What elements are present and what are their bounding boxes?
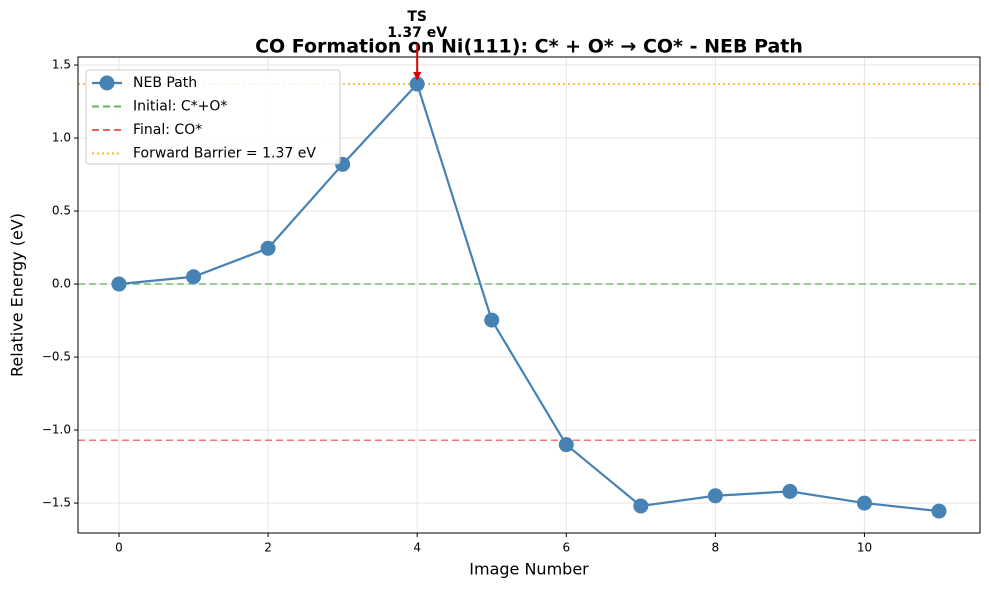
- legend-label: Initial: C*+O*: [133, 99, 227, 115]
- legend-label: Forward Barrier = 1.37 eV: [133, 146, 316, 162]
- legend-marker: [99, 75, 115, 91]
- x-tick-label: 4: [413, 541, 421, 555]
- point: [111, 276, 127, 292]
- y-tick-label: −1.0: [42, 423, 71, 437]
- plot-frame: [77, 56, 981, 534]
- x-tick-label: 8: [712, 541, 720, 555]
- point: [558, 437, 574, 453]
- chart-title: CO Formation on Ni(111): C* + O* → CO* -…: [255, 36, 803, 58]
- annotation-text: TS: [407, 9, 427, 25]
- point: [931, 503, 947, 519]
- y-tick-label: 1.5: [52, 58, 71, 72]
- point: [186, 269, 202, 285]
- point: [409, 76, 425, 92]
- point: [856, 495, 872, 511]
- y-tick-label: 1.0: [52, 131, 71, 145]
- x-tick-label: 10: [857, 541, 872, 555]
- y-tick-label: 0.5: [52, 204, 71, 218]
- point: [782, 483, 798, 499]
- y-tick-label: −1.5: [42, 496, 71, 510]
- annotation-text: 1.37 eV: [387, 25, 447, 41]
- point: [707, 488, 723, 504]
- y-tick-label: −0.5: [42, 350, 71, 364]
- y-axis-label: Relative Energy (eV): [8, 213, 27, 377]
- legend-label: NEB Path: [133, 75, 197, 91]
- x-tick-label: 0: [115, 541, 123, 555]
- legend-label: Final: CO*: [133, 122, 202, 138]
- x-tick-label: 2: [264, 541, 272, 555]
- x-tick-label: 6: [562, 541, 570, 555]
- legend-box: [85, 69, 341, 165]
- point: [633, 498, 649, 514]
- y-tick-label: 0.0: [52, 277, 71, 291]
- series-line: [118, 81, 940, 513]
- x-axis-label: Image Number: [469, 560, 589, 579]
- point: [484, 312, 500, 328]
- point: [260, 240, 276, 256]
- annotation-arrowhead: [413, 72, 422, 82]
